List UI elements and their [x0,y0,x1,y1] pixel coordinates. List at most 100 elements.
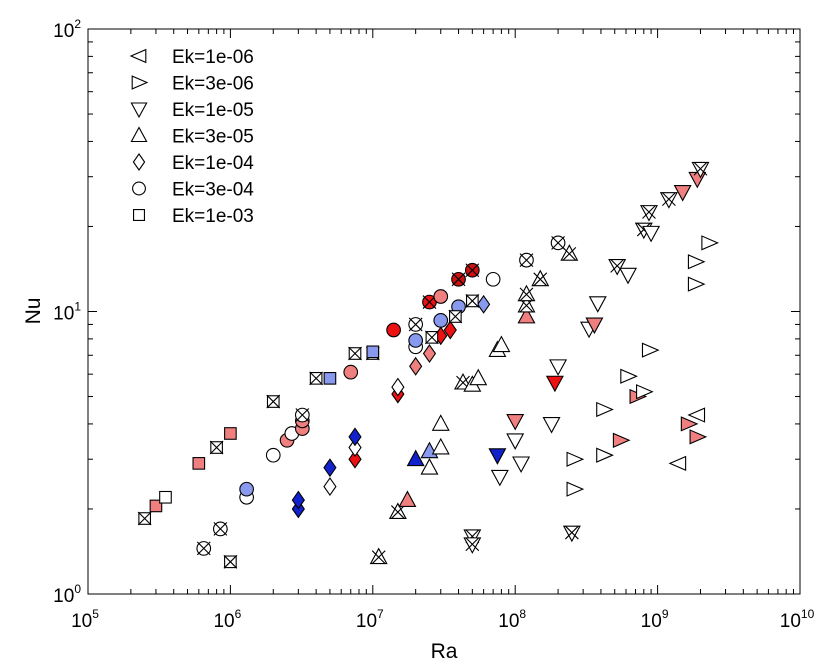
data-point [687,407,706,423]
diamond-marker [422,344,437,363]
data-point [451,271,466,287]
data-point [431,414,450,431]
circle-marker [433,289,449,304]
data-point [398,490,417,508]
triangle-down-marker [608,258,627,276]
triangle-up-marker [431,437,450,455]
diamond-marker [323,458,337,478]
triangle-right-marker [596,447,614,463]
data-point [488,448,507,465]
legend-label: Ek=3e-05 [172,127,254,148]
cross-mark [533,272,548,287]
cross-mark [371,550,386,565]
square-marker [224,427,237,440]
triangle-right-marker [701,235,719,251]
triangle-right-marker [689,429,708,445]
cross-mark [266,394,281,409]
cross-mark [295,408,310,422]
legend-label: Ek=3e-04 [172,180,254,201]
triangle-down-marker [506,433,525,450]
triangle-right-marker [620,368,638,384]
triangle-right-marker [566,481,585,497]
data-point [596,447,614,463]
cross-mark [465,537,480,552]
data-point [294,407,310,423]
triangle-up-marker [431,414,450,431]
circle-marker [239,481,254,497]
data-point [409,356,423,376]
x-tick-label: 105 [71,607,99,632]
triangle-right-marker [566,451,585,467]
data-point [223,554,238,569]
triangle-down-marker [542,416,561,434]
legend-item: Ek=3e-04 [132,180,254,201]
data-point [566,481,585,497]
data-point [517,306,536,324]
triangle-down-marker [490,469,509,487]
triangle-down-marker [659,192,678,209]
data-point [642,225,661,243]
data-point [639,205,658,222]
legend-item: Ek=3e-05 [130,126,254,148]
data-point [348,346,362,361]
cross-mark [137,511,152,526]
triangle-down-marker [506,413,525,431]
data-point [348,427,362,447]
cross-mark [642,205,656,219]
data-point [149,499,163,513]
cross-mark [425,330,439,345]
data-point [265,447,281,463]
cross-mark [636,222,651,237]
square-marker [159,490,172,504]
triangle-up-marker [469,368,488,386]
data-point [492,335,511,353]
legend-label: Ek=1e-03 [172,206,254,227]
triangle-down-marker [619,267,638,285]
circle-marker [386,322,401,338]
square-marker [149,499,163,513]
circle-marker [433,313,449,328]
x-tick-label: 106 [213,607,241,632]
axes: 105 106 107 108 109 1010 100 101 102 [53,17,814,632]
data-point [641,342,660,358]
data-point [348,438,362,457]
data-point [476,294,491,314]
triangle-up-marker [517,306,536,324]
data-point [422,344,437,363]
data-point [366,345,380,359]
data-point [668,455,687,472]
data-point [519,252,534,268]
data-point [420,458,439,475]
data-point [209,440,224,455]
circle-marker [343,364,359,380]
data-point [691,161,710,179]
data-point [517,284,536,302]
triangle-up-marker [492,335,511,353]
triangle-up-marker [130,126,148,143]
legend-item: Ek=1e-04 [132,153,254,174]
triangle-down-marker [562,525,581,543]
triangle-up-marker [388,502,407,519]
diamond-marker [348,438,362,457]
triangle-down-marker [639,205,658,222]
data-point [448,309,463,324]
data-point [212,521,228,537]
data-point [443,320,457,340]
data-point [369,547,388,565]
data-point [506,433,525,450]
cross-mark [223,554,238,569]
data-markers [137,161,719,569]
data-point [659,192,678,209]
cross-mark [348,346,362,361]
data-point [386,322,401,338]
diamond-marker [476,294,491,314]
x-tick-label: 107 [356,607,384,632]
data-point [560,244,579,261]
data-point [137,511,152,526]
data-point [506,413,525,431]
triangle-down-marker [673,185,692,202]
legend-item: Ek=3e-06 [131,74,254,95]
data-point [159,490,172,504]
y-tick-label: 101 [53,300,81,325]
triangle-up-marker [517,295,536,313]
